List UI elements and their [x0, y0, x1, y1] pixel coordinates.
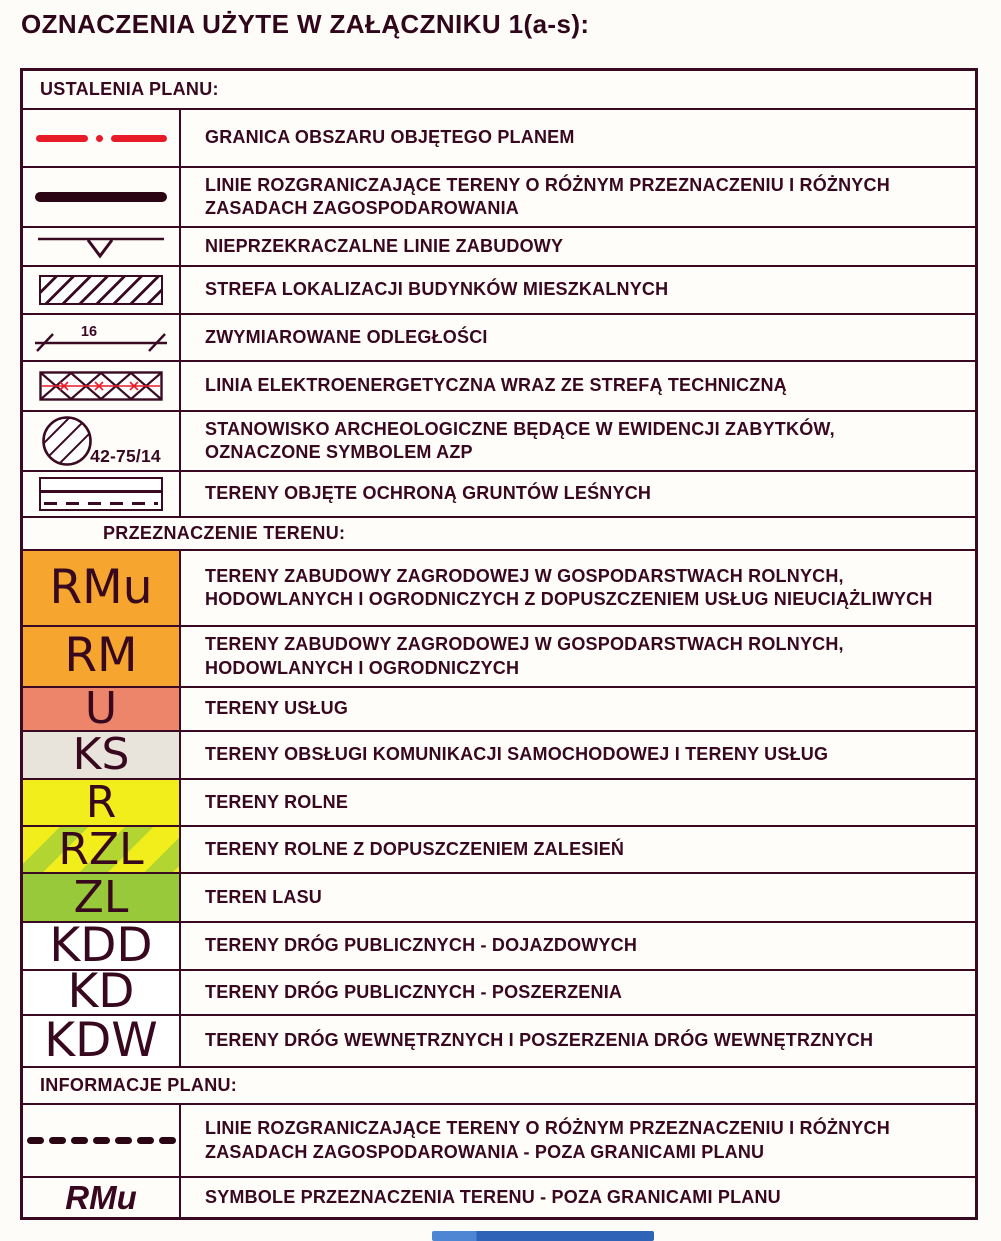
zone-code: KDD	[49, 923, 153, 969]
legend-row-grunty-lesne: TERENY OBJĘTE OCHRONĄ GRUNTÓW LEŚNYCH	[23, 470, 975, 516]
row-label: STREFA LOKALIZACJI BUDYNKÓW MIESZKALNYCH	[205, 279, 669, 300]
row-label: LINIE ROZGRANICZAJĄCE TERENY O RÓŻNYM PR…	[205, 174, 890, 218]
row-label: TERENY ZABUDOWY ZAGRODOWEJ W GOSPODARSTW…	[205, 634, 844, 678]
row-label: TERENY DRÓG WEWNĘTRZNYCH I POSZERZENIA D…	[205, 1030, 874, 1051]
zone-code: KD	[67, 971, 135, 1014]
zone-code: RMu	[49, 559, 153, 615]
legend-row-rm: RM TERENY ZABUDOWY ZAGRODOWEJ W GOSPODAR…	[23, 625, 975, 686]
legend-row-granica: GRANICA OBSZARU OBJĘTEGO PLANEM	[23, 108, 975, 166]
zone-swatch-r: R	[23, 780, 181, 825]
section-header-przeznaczenie: PRZEZNACZENIE TERENU:	[23, 516, 975, 549]
azp-code: 42-75/14	[90, 446, 161, 466]
row-label: TERENY DRÓG PUBLICZNYCH - DOJAZDOWYCH	[205, 935, 638, 956]
red-dash-dot-line	[35, 134, 167, 142]
zone-code: KDW	[44, 1016, 158, 1066]
zone-swatch-kdd: KDD	[23, 923, 181, 969]
archaeological-site-icon: 42-75/14	[23, 412, 181, 470]
zone-code: RM	[64, 628, 138, 684]
page-title: OZNACZENIA UŻYTE W ZAŁĄCZNIKU 1(a-s):	[21, 9, 590, 39]
row-label: GRANICA OBSZARU OBJĘTEGO PLANEM	[205, 127, 575, 148]
hatched-zone-icon	[23, 267, 181, 313]
legend-row-strefa-budynkow: STREFA LOKALIZACJI BUDYNKÓW MIESZKALNYCH	[23, 265, 975, 313]
row-label: ZWYMIAROWANE ODLEGŁOŚCI	[205, 326, 488, 347]
legend-row-elektroenergetyczna: LINIA ELEKTROENERGETYCZNA WRAZ ZE STREFĄ…	[23, 360, 975, 410]
row-label: LINIE ROZGRANICZAJĄCE TERENY O RÓŻNYM PR…	[205, 1118, 890, 1162]
legend-row-rzl: RZL TERENY ROLNE Z DOPUSZCZENIEM ZALESIE…	[23, 825, 975, 872]
section-header-label: PRZEZNACZENIE TERENU:	[103, 523, 346, 543]
legend-row-kdd: KDD TERENY DRÓG PUBLICZNYCH - DOJAZDOWYC…	[23, 921, 975, 969]
row-label: TERENY DRÓG PUBLICZNYCH - POSZERZENIA	[205, 981, 623, 1002]
row-label: LINIA ELEKTROENERGETYCZNA WRAZ ZE STREFĄ…	[205, 375, 787, 396]
zone-swatch-rmu: RMu	[23, 551, 181, 625]
zone-swatch-rzl: RZL	[23, 827, 181, 872]
row-label: SYMBOLE PRZEZNACZENIA TERENU - POZA GRAN…	[205, 1186, 781, 1207]
zone-code: R	[85, 780, 117, 825]
legend-row-kd: KD TERENY DRÓG PUBLICZNYCH - POSZERZENIA	[23, 969, 975, 1014]
plan-area-boundary-icon	[23, 110, 181, 166]
forest-protection-icon	[23, 472, 181, 516]
legend-row-linie-poza-planem: LINIE ROZGRANICZAJĄCE TERENY O RÓŻNYM PR…	[23, 1103, 975, 1176]
thick-dividing-line-icon	[23, 168, 181, 226]
legend-row-linie-rozgraniczajace: LINIE ROZGRANICZAJĄCE TERENY O RÓŻNYM PR…	[23, 166, 975, 226]
legend-row-zl: ZL TEREN LASU	[23, 872, 975, 921]
zone-swatch-ks: KS	[23, 732, 181, 778]
row-label: NIEPRZEKRACZALNE LINIE ZABUDOWY	[205, 235, 564, 256]
power-line-zone-icon	[23, 362, 181, 410]
section-header-informacje: INFORMACJE PLANU:	[23, 1066, 975, 1103]
outside-plan-symbol-text: RMu	[65, 1179, 137, 1216]
dimension-value: 16	[81, 324, 97, 340]
legend-table: USTALENIA PLANU: GRANICA OBSZARU OBJĘTEG…	[20, 68, 978, 1220]
zone-code: KS	[72, 732, 130, 778]
section-header-ustalenia: USTALENIA PLANU:	[23, 71, 975, 108]
row-label: TERENY OBJĘTE OCHRONĄ GRUNTÓW LEŚNYCH	[205, 483, 652, 504]
legend-row-ks: KS TERENY OBSŁUGI KOMUNIKACJI SAMOCHODOW…	[23, 730, 975, 778]
row-label: TERENY OBSŁUGI KOMUNIKACJI SAMOCHODOWEJ …	[205, 744, 829, 765]
row-label: STANOWISKO ARCHEOLOGICZNE BĘDĄCE W EWIDE…	[205, 418, 835, 462]
legend-row-u: U TERENY USŁUG	[23, 686, 975, 730]
row-label: TERENY ROLNE	[205, 791, 349, 812]
zone-swatch-kdw: KDW	[23, 1016, 181, 1066]
legend-row-archeologiczne: 42-75/14 STANOWISKO ARCHEOLOGICZNE BĘDĄC…	[23, 410, 975, 470]
section-header-label: INFORMACJE PLANU:	[40, 1075, 238, 1095]
zone-swatch-zl: ZL	[23, 874, 181, 921]
zone-swatch-u: U	[23, 688, 181, 730]
legend-row-r: R TERENY ROLNE	[23, 778, 975, 825]
legend-row-zwymiarowane: 16 ZWYMIAROWANE ODLEGŁOŚCI	[23, 313, 975, 360]
building-limit-line-icon	[23, 228, 181, 265]
row-label: TEREN LASU	[205, 886, 323, 907]
zone-code: RZL	[58, 827, 144, 872]
legend-row-rmu: RMu TERENY ZABUDOWY ZAGRODOWEJ W GOSPODA…	[23, 549, 975, 625]
row-label: TERENY ZABUDOWY ZAGRODOWEJ W GOSPODARSTW…	[205, 565, 933, 609]
zone-swatch-kd: KD	[23, 971, 181, 1014]
zone-symbol-outside-plan-icon: RMu	[23, 1178, 181, 1217]
dashed-dividing-line-icon	[23, 1105, 181, 1176]
zone-code: ZL	[73, 874, 129, 921]
legend-row-linie-zabudowy: NIEPRZEKRACZALNE LINIE ZABUDOWY	[23, 226, 975, 265]
section-header-label: USTALENIA PLANU:	[40, 79, 219, 99]
zone-swatch-rm: RM	[23, 627, 181, 686]
map-fragment-strip	[432, 1231, 654, 1241]
legend-row-kdw: KDW TERENY DRÓG WEWNĘTRZNYCH I POSZERZEN…	[23, 1014, 975, 1066]
row-label: TERENY ROLNE Z DOPUSZCZENIEM ZALESIEŃ	[205, 838, 625, 859]
row-label: TERENY USŁUG	[205, 698, 349, 719]
zone-code: U	[84, 688, 118, 730]
dimension-line-icon: 16	[23, 315, 181, 360]
legend-row-symbole-poza-planem: RMu SYMBOLE PRZEZNACZENIA TERENU - POZA …	[23, 1176, 975, 1217]
